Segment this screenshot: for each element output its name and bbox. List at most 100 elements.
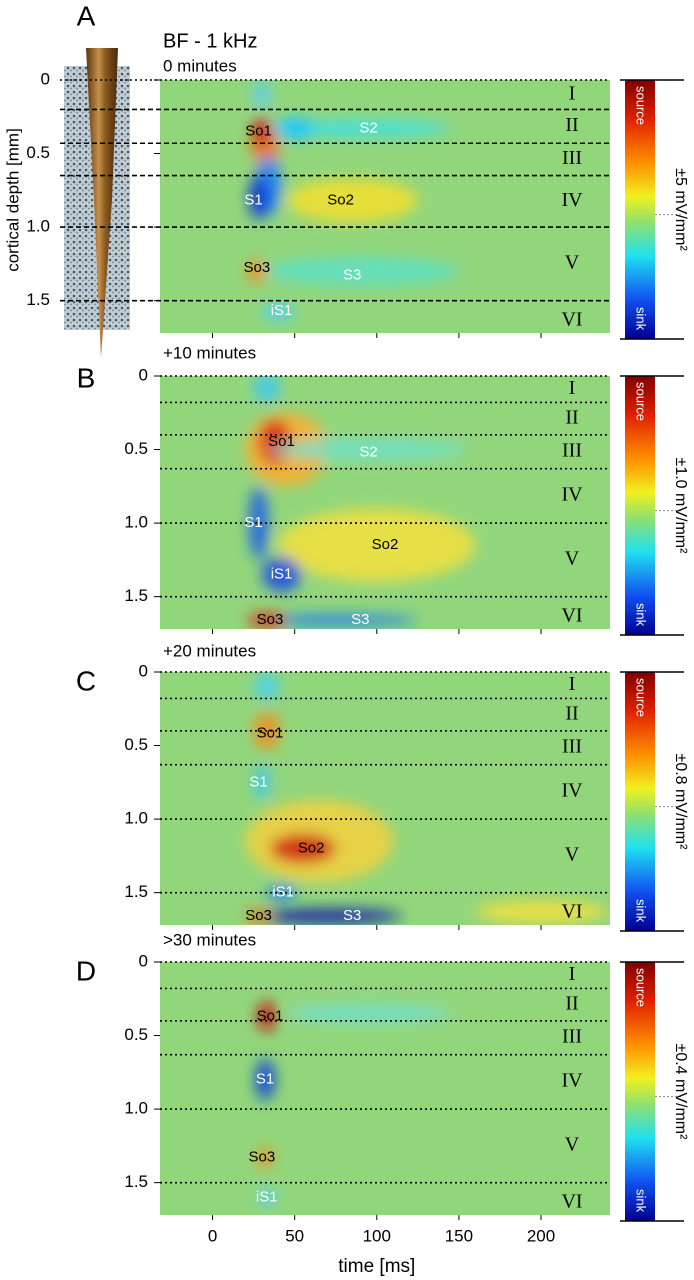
y-tick-label: 1.5 xyxy=(124,586,148,605)
layer-label: IV xyxy=(561,779,583,801)
heat-blobs xyxy=(245,376,476,628)
annotation: S3 xyxy=(343,267,361,284)
heat-blob xyxy=(247,612,287,628)
panel-title: >30 minutes xyxy=(163,930,256,949)
colorbar xyxy=(625,376,655,635)
heat-blob xyxy=(261,305,295,320)
annotation: iS1 xyxy=(271,302,293,319)
colorbar-bottom: sink xyxy=(634,1189,649,1213)
y-tick-label: 0.5 xyxy=(124,1025,148,1044)
annotation: iS1 xyxy=(271,566,293,583)
annotation: So2 xyxy=(298,839,325,856)
y-tick-label: 0.5 xyxy=(124,439,148,458)
heat-blob xyxy=(258,1189,275,1205)
heat-blob xyxy=(475,899,607,924)
heatmap-bg xyxy=(160,376,610,629)
layer-label: II xyxy=(565,406,578,428)
heatmap xyxy=(160,672,610,925)
layer-label: VI xyxy=(561,308,582,330)
layer-label: V xyxy=(565,1133,580,1155)
annotation: S2 xyxy=(359,443,377,460)
y-tick-label: 1.0 xyxy=(124,513,148,532)
heat-blob xyxy=(261,256,459,286)
annotation: S1 xyxy=(244,192,262,209)
x-tick-label: 200 xyxy=(527,1226,555,1245)
layer-label: II xyxy=(565,702,578,724)
heat-blob xyxy=(255,1059,275,1101)
layer-label: II xyxy=(565,114,578,136)
annotation: So1 xyxy=(257,1007,284,1024)
y-tick-label: 0 xyxy=(139,951,148,970)
layer-label: VI xyxy=(561,1190,582,1212)
x-tick-label: 50 xyxy=(285,1226,304,1245)
heat-blob xyxy=(245,908,272,924)
annotation: So1 xyxy=(245,122,272,139)
colorbar-label: ±0.4 mV/mm² xyxy=(672,1044,689,1141)
heatmap xyxy=(160,962,610,1215)
annotation: So3 xyxy=(245,907,272,924)
annotation: So3 xyxy=(244,259,271,276)
colorbar xyxy=(625,962,655,1221)
layer-label: III xyxy=(562,735,582,757)
heatmap xyxy=(160,80,610,333)
layer-label: IV xyxy=(561,1069,583,1091)
heat-blob xyxy=(270,833,336,864)
y-tick-label: 1.0 xyxy=(124,809,148,828)
colorbar-bottom: sink xyxy=(634,603,649,627)
x-tick-label: 150 xyxy=(445,1226,473,1245)
colorbar-top: source xyxy=(634,968,649,1007)
colorbar-label: ±0.8 mV/mm² xyxy=(672,754,689,851)
heat-blob xyxy=(261,556,302,593)
layer-label: I xyxy=(569,377,576,399)
layer-label: II xyxy=(565,992,578,1014)
panel-letter: D xyxy=(76,955,96,986)
layer-label: VI xyxy=(561,900,582,922)
annotation: S3 xyxy=(351,611,369,628)
y-tick-label: 1.5 xyxy=(26,290,50,309)
y-tick-label: 0 xyxy=(139,661,148,680)
x-tick-label: 100 xyxy=(363,1226,391,1245)
annotation: So2 xyxy=(372,536,399,553)
heat-blob xyxy=(248,486,269,560)
layer-label: V xyxy=(565,251,580,273)
heat-blob xyxy=(253,908,402,924)
heat-blob xyxy=(253,672,280,702)
heat-blob xyxy=(251,116,272,147)
annotation: iS1 xyxy=(272,884,294,901)
header: BF - 1 kHz xyxy=(163,30,257,52)
heatmap xyxy=(160,376,610,629)
colorbar-label: ±5 mV/mm² xyxy=(672,168,689,251)
layer-label: IV xyxy=(561,189,583,211)
heat-blob xyxy=(256,1147,274,1168)
heat-blob xyxy=(278,508,476,582)
annotation: So3 xyxy=(257,611,284,628)
annotation: So3 xyxy=(248,1149,275,1166)
layer-label: VI xyxy=(561,604,582,626)
heat-blob xyxy=(253,376,280,403)
layer-label: III xyxy=(562,439,582,461)
layer-label: I xyxy=(569,82,576,104)
x-label: time [ms] xyxy=(338,1256,415,1277)
heat-blob xyxy=(270,439,468,460)
y-tick-label: 1.5 xyxy=(124,882,148,901)
panel-letter: A xyxy=(77,0,96,31)
heat-blobs xyxy=(247,80,459,320)
colorbar xyxy=(625,80,655,339)
colorbar-top: source xyxy=(634,86,649,125)
y-label: cortical depth [mm] xyxy=(3,128,22,272)
heat-blob xyxy=(256,1001,277,1032)
panel-title: 0 minutes xyxy=(163,56,237,75)
colorbar-bottom: sink xyxy=(634,899,649,923)
heat-blob xyxy=(286,178,418,223)
y-tick-label: 0 xyxy=(139,365,148,384)
y-tick-label: 1.0 xyxy=(124,1099,148,1118)
colorbar-bottom: sink xyxy=(634,307,649,331)
heat-blob xyxy=(251,80,272,110)
heatmap-bg xyxy=(160,672,610,925)
heat-blob xyxy=(247,259,267,283)
y-tick-label: 0 xyxy=(41,69,50,88)
colorbar-top: source xyxy=(634,678,649,717)
heat-blob xyxy=(286,1004,451,1023)
annotation: S1 xyxy=(244,514,262,531)
layer-label: III xyxy=(562,1025,582,1047)
